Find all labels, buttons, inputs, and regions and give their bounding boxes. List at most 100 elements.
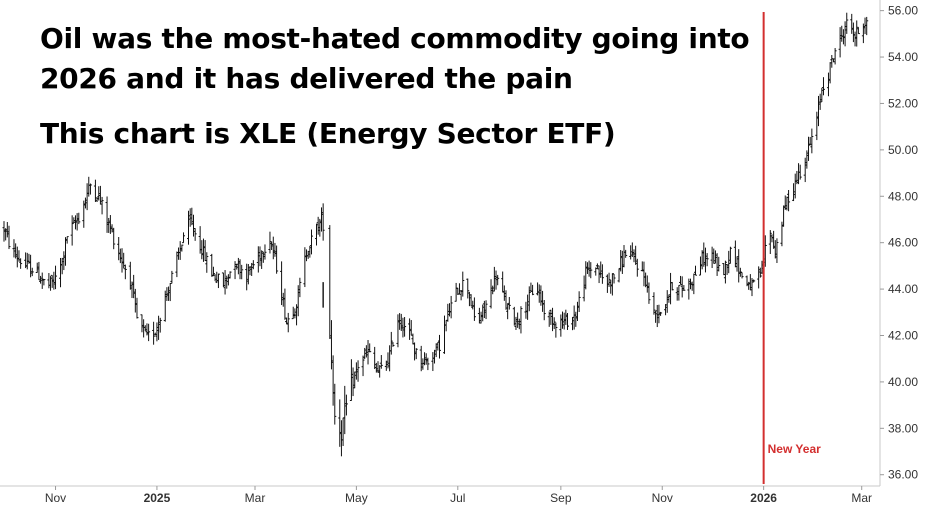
ohlc-bar — [457, 283, 461, 295]
ohlc-bar — [431, 352, 435, 372]
ohlc-bar — [426, 357, 430, 371]
ohlc-bar — [677, 284, 681, 301]
ohlc-bar — [29, 254, 33, 278]
price-bars — [2, 12, 869, 457]
ohlc-bar — [620, 250, 624, 274]
ohlc-bar — [236, 257, 240, 275]
ohlc-bar — [343, 385, 347, 435]
ohlc-bar — [338, 399, 342, 447]
ohlc-bar — [205, 252, 209, 273]
ohlc-bar — [293, 308, 297, 319]
ohlc-bar — [797, 163, 801, 185]
ohlc-bar — [865, 16, 869, 36]
ohlc-bar — [467, 291, 471, 307]
ohlc-bar — [782, 205, 786, 227]
ohlc-bar — [599, 261, 603, 278]
ohlc-bar — [98, 185, 102, 205]
ohlc-bar — [574, 311, 578, 327]
ohlc-bar — [845, 12, 849, 34]
ohlc-bar — [143, 325, 147, 332]
ohlc-bar — [228, 271, 232, 279]
ohlc-bar — [270, 241, 274, 251]
ohlc-bar — [201, 238, 205, 262]
ohlc-bar — [87, 176, 91, 197]
ohlc-bar — [807, 136, 811, 161]
ohlc-bar — [423, 352, 427, 366]
ohlc-bar — [679, 275, 683, 285]
ohlc-bar — [349, 359, 353, 402]
y-tick-label: 38.00 — [888, 421, 918, 435]
ohlc-bar — [364, 345, 368, 358]
ohlc-bar — [517, 318, 521, 330]
ohlc-bar — [310, 229, 314, 255]
ohlc-bar — [30, 267, 34, 277]
ohlc-bar — [303, 247, 307, 288]
ohlc-bar — [168, 282, 172, 302]
ohlc-bar — [5, 222, 9, 238]
ohlc-bar — [768, 230, 772, 254]
ohlc-bar — [70, 215, 74, 246]
ohlc-bar — [163, 290, 167, 322]
y-tick-label: 52.00 — [888, 96, 918, 110]
new-year-label: New Year — [768, 442, 821, 456]
ohlc-bar — [128, 261, 132, 290]
ohlc-bar — [491, 285, 495, 295]
ohlc-bar — [698, 256, 702, 276]
ohlc-bar — [315, 223, 319, 246]
ohlc-bar — [670, 281, 674, 291]
ohlc-bar — [155, 322, 159, 342]
ohlc-bar — [424, 353, 428, 365]
ohlc-bar — [193, 228, 197, 241]
ohlc-bar — [624, 249, 628, 258]
ohlc-bar — [261, 251, 265, 263]
ohlc-bar — [213, 274, 217, 282]
ohlc-bar — [35, 262, 39, 273]
ohlc-bar — [409, 320, 413, 336]
ohlc-bar — [647, 282, 651, 304]
ohlc-bar — [610, 273, 614, 296]
ohlc-bar — [283, 288, 287, 320]
ohlc-bar — [434, 343, 438, 358]
ohlc-bar — [472, 297, 476, 321]
ohlc-bar — [702, 242, 706, 267]
x-tick-label: Nov — [652, 491, 673, 505]
ohlc-bar — [816, 95, 820, 127]
ohlc-bar — [133, 288, 137, 313]
ohlc-bar — [657, 304, 661, 324]
ohlc-bar — [308, 245, 312, 258]
y-tick-label: 46.00 — [888, 236, 918, 250]
ohlc-bar — [820, 87, 824, 102]
ohlc-bar — [798, 164, 802, 180]
ohlc-bar — [585, 262, 589, 274]
ohlc-bar — [112, 227, 116, 250]
ohlc-bar — [233, 261, 237, 280]
ohlc-bar — [815, 111, 819, 141]
ohlc-bar — [853, 31, 857, 47]
ohlc-bar — [2, 221, 6, 242]
ohlc-bar — [268, 231, 272, 254]
ohlc-bar — [107, 217, 111, 233]
ohlc-bar — [828, 62, 832, 84]
ohlc-bar — [100, 196, 104, 215]
x-tick-label: Sep — [550, 491, 572, 505]
ohlc-bar — [562, 312, 566, 330]
ohlc-bar — [399, 313, 403, 331]
ohlc-bar — [389, 331, 393, 355]
ohlc-bar — [316, 216, 320, 235]
ohlc-bar — [861, 23, 865, 44]
ohlc-bar — [54, 265, 58, 290]
ohlc-bar — [700, 250, 704, 270]
ohlc-bar — [705, 253, 709, 267]
y-tick-label: 54.00 — [888, 50, 918, 64]
ohlc-bar — [632, 249, 636, 263]
ohlc-bar — [692, 273, 696, 295]
ohlc-bar — [477, 307, 481, 324]
ohlc-bar — [667, 294, 671, 303]
ohlc-bar — [135, 297, 139, 319]
chart-title-line-1: Oil was the most-hated commodity going i… — [40, 22, 750, 55]
ohlc-bar — [17, 250, 21, 262]
y-tick-label: 40.00 — [888, 375, 918, 389]
ohlc-bar — [492, 266, 496, 292]
ohlc-bar — [396, 314, 400, 348]
ohlc-bar — [565, 313, 569, 330]
